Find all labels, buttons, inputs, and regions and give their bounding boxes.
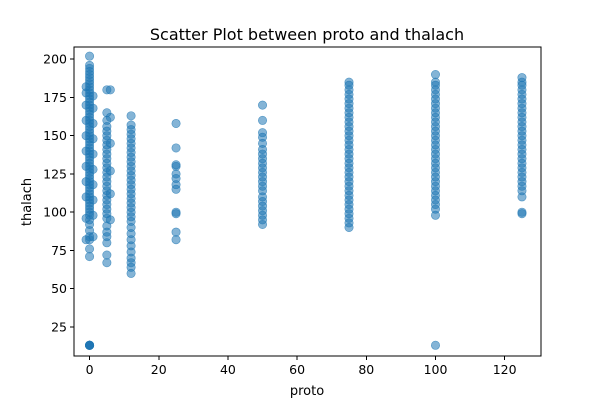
y-tick-label: 125	[43, 166, 67, 181]
scatter-point	[517, 73, 527, 83]
scatter-point	[105, 215, 115, 225]
y-tick-label: 150	[43, 128, 67, 143]
scatter-point	[126, 111, 136, 121]
scatter-point	[85, 244, 95, 254]
scatter-point	[171, 160, 181, 170]
y-tick-label: 25	[51, 319, 67, 334]
scatter-point	[105, 138, 115, 148]
x-tick-label: 80	[358, 362, 374, 377]
scatter-point	[171, 227, 181, 237]
scatter-point	[258, 128, 268, 138]
scatter-point	[430, 70, 440, 80]
scatter-point	[105, 85, 115, 95]
scatter-point	[171, 118, 181, 128]
x-axis-label: proto	[290, 384, 324, 399]
scatter-point	[88, 103, 98, 113]
x-tick-label: 40	[220, 362, 236, 377]
scatter-point	[126, 120, 136, 130]
x-tick-label: 100	[424, 362, 448, 377]
scatter-point	[517, 207, 527, 217]
scatter-point	[88, 149, 98, 159]
scatter-point	[88, 164, 98, 174]
scatter-point	[88, 232, 98, 242]
chart-title: Scatter Plot between proto and thalach	[150, 25, 464, 44]
scatter-point	[430, 340, 440, 350]
x-tick-label: 20	[151, 362, 167, 377]
x-tick-label: 60	[289, 362, 305, 377]
scatter-point	[88, 180, 98, 190]
scatter-point	[171, 143, 181, 153]
scatter-points	[81, 51, 527, 350]
scatter-point	[171, 235, 181, 245]
y-tick-label: 175	[43, 90, 67, 105]
scatter-point	[102, 250, 112, 260]
scatter-point	[105, 189, 115, 199]
scatter-point	[105, 112, 115, 122]
scatter-point	[85, 252, 95, 262]
scatter-point	[88, 118, 98, 128]
scatter-point	[88, 91, 98, 101]
y-tick-label: 50	[51, 281, 67, 296]
x-tick-label: 120	[493, 362, 517, 377]
scatter-point	[105, 166, 115, 176]
x-tick-label: 0	[86, 362, 94, 377]
plot-frame	[73, 46, 542, 357]
scatter-point	[171, 207, 181, 217]
scatter-point	[171, 169, 181, 179]
scatter-point	[85, 340, 95, 350]
scatter-point	[88, 134, 98, 144]
y-tick-label: 200	[43, 52, 67, 67]
y-tick-label: 75	[51, 243, 67, 258]
scatter-point	[430, 77, 440, 87]
y-axis-label: thalach	[20, 178, 35, 226]
y-tick-label: 100	[43, 205, 67, 220]
scatter-point	[102, 258, 112, 268]
scatter-point	[81, 82, 91, 92]
scatter-point	[85, 51, 95, 61]
scatter-point	[258, 100, 268, 110]
scatter-point	[344, 77, 354, 87]
scatter-point	[88, 195, 98, 205]
scatter-point	[85, 60, 95, 70]
scatter-point	[258, 115, 268, 125]
scatter-point	[88, 210, 98, 220]
